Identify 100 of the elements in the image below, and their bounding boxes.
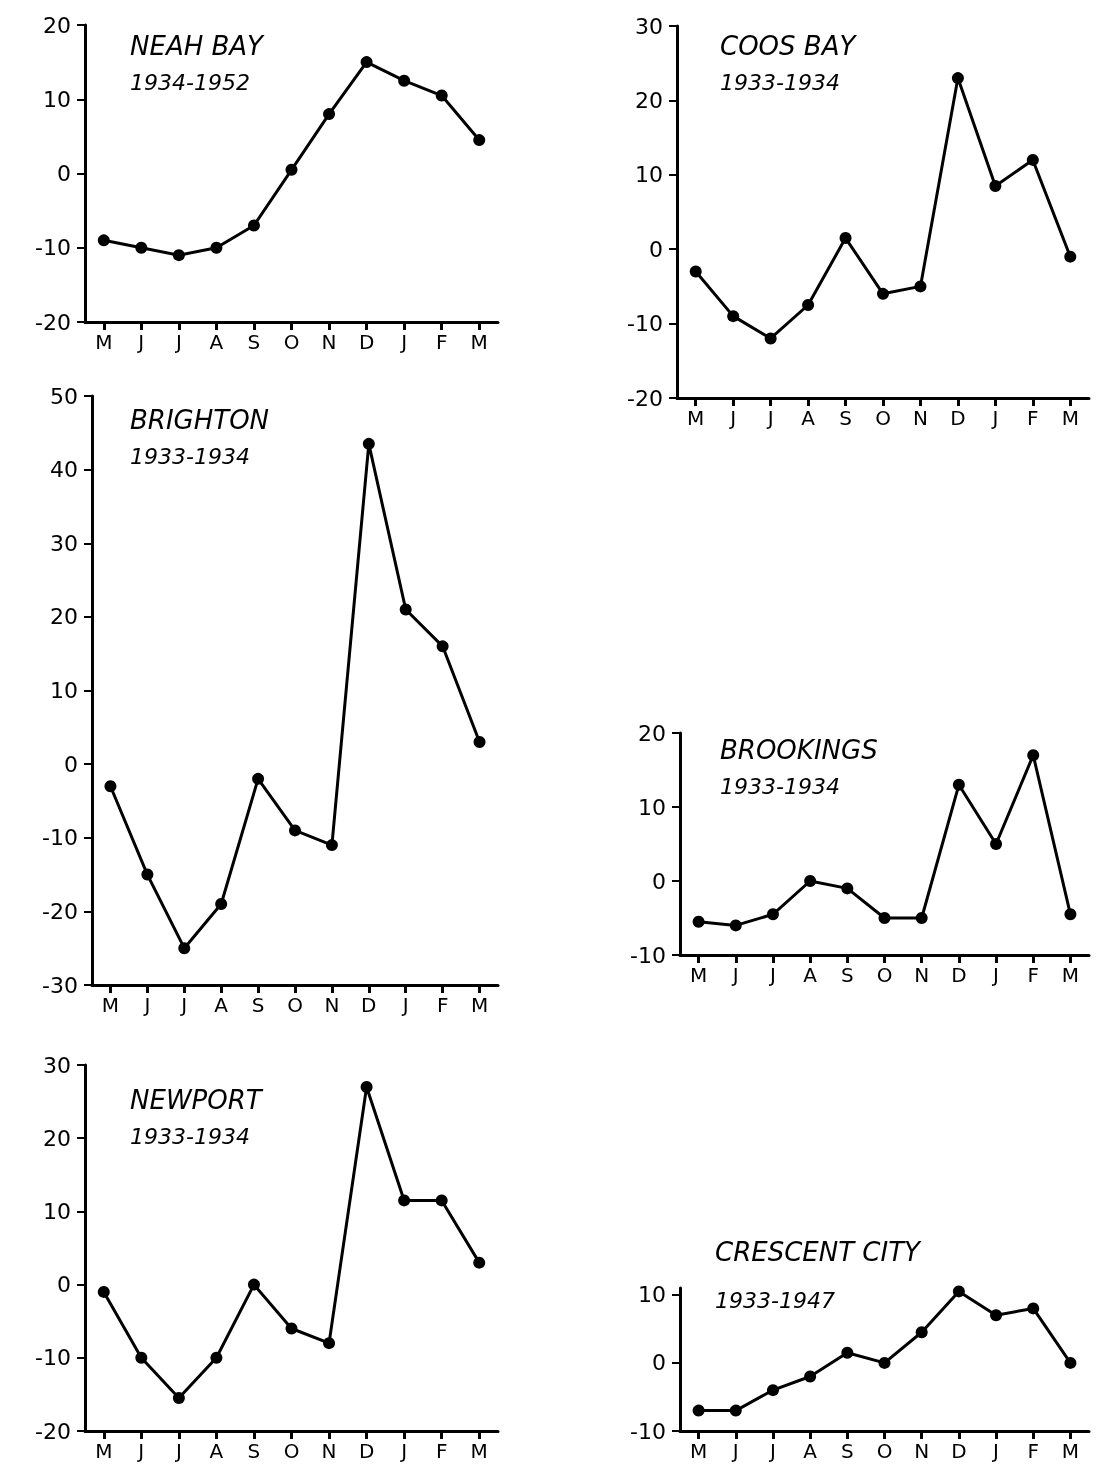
x-tick-label: J	[768, 963, 776, 987]
y-tick-label: 20	[43, 1125, 71, 1151]
chart-title: BRIGHTON	[130, 405, 270, 435]
x-tick-label: J	[991, 1439, 999, 1463]
x-tick-label: J	[730, 963, 739, 987]
x-tick-label: N	[914, 963, 930, 987]
y-tick-label: 10	[50, 678, 78, 703]
x-tick-label: F	[1027, 963, 1039, 987]
point	[877, 287, 889, 300]
x-tick-label: J	[765, 406, 774, 430]
point	[914, 280, 927, 293]
x-tick-label: O	[283, 1439, 300, 1463]
point	[323, 1337, 336, 1350]
y-tick-label: 10	[638, 1282, 666, 1308]
x-tick-label: M	[470, 330, 488, 354]
point	[1027, 749, 1040, 762]
x-tick-label: F	[436, 993, 449, 1017]
point	[135, 1351, 148, 1364]
point	[1064, 1356, 1077, 1369]
x-tick-label: J	[179, 993, 188, 1017]
point	[398, 1194, 411, 1207]
point	[289, 824, 301, 837]
point	[362, 437, 375, 450]
point	[399, 603, 412, 616]
point	[473, 736, 486, 749]
x-tick-label: J	[730, 1439, 739, 1463]
x-tick-label: F	[1027, 1439, 1039, 1463]
point	[1026, 153, 1039, 166]
point	[435, 1194, 448, 1207]
point	[878, 912, 891, 924]
point	[247, 1278, 260, 1291]
y-tick-label: 30	[50, 530, 78, 556]
point	[435, 89, 448, 102]
y-tick-label: 20	[43, 12, 71, 38]
point	[915, 1326, 928, 1339]
x-tick-label: J	[991, 963, 999, 987]
point	[989, 179, 1002, 192]
x-tick-label: M	[1061, 406, 1079, 430]
point	[473, 134, 486, 147]
x-tick-label: O	[875, 406, 891, 430]
x-tick-label: J	[136, 1439, 145, 1463]
point	[285, 1322, 298, 1335]
x-tick-label: J	[136, 330, 145, 354]
x-tick-label: D	[361, 993, 377, 1017]
y-tick-label: 20	[638, 720, 666, 746]
x-tick-label: J	[768, 1439, 776, 1463]
point	[141, 868, 154, 881]
y-tick-label: 0	[652, 868, 666, 894]
y-tick-label: 10	[638, 794, 666, 820]
point	[436, 640, 449, 653]
point	[729, 1404, 742, 1417]
y-tick-label: -20	[35, 1418, 71, 1444]
y-tick-label: 50	[50, 383, 78, 409]
x-tick-label: J	[173, 330, 182, 354]
point	[247, 219, 260, 232]
y-tick-label: 40	[50, 457, 78, 483]
text: 1933-1934	[720, 773, 840, 799]
x-tick-label: N	[321, 330, 337, 354]
x-tick-label: M	[470, 1439, 488, 1463]
point	[729, 919, 742, 932]
y-tick-label: 20	[635, 87, 663, 113]
x-tick-label: A	[209, 1439, 224, 1463]
point	[804, 875, 817, 887]
text: 1933-1934	[130, 1123, 250, 1149]
y-tick-label: 0	[57, 161, 71, 186]
x-tick-label: O	[287, 993, 303, 1017]
x-tick-label: N	[321, 1439, 337, 1463]
x-tick-label: S	[247, 1439, 261, 1463]
x-tick-label: D	[358, 1439, 375, 1463]
point	[839, 232, 852, 245]
x-tick-label: O	[876, 1439, 893, 1463]
point	[210, 241, 223, 254]
y-tick-label: 0	[57, 1272, 71, 1298]
point	[727, 310, 740, 323]
point	[97, 234, 110, 247]
point	[325, 839, 338, 852]
y-tick-label: -20	[42, 898, 78, 924]
y-tick-label: 30	[43, 1052, 71, 1078]
text: 1933-1934	[130, 443, 250, 469]
point	[990, 1309, 1003, 1322]
y-tick-label: 10	[43, 86, 71, 112]
y-tick-label: -10	[630, 942, 666, 968]
point	[360, 1080, 373, 1093]
x-tick-label: F	[435, 1439, 448, 1463]
y-tick-label: -20	[35, 309, 71, 335]
point	[210, 1351, 223, 1364]
x-tick-label: A	[209, 330, 224, 354]
point	[766, 908, 779, 921]
x-tick-label: N	[324, 993, 340, 1017]
x-tick-label: S	[251, 993, 265, 1017]
point	[952, 1285, 965, 1298]
chart-title: CRESCENT CITY	[715, 1237, 923, 1267]
point	[252, 772, 265, 785]
chart-subtitle: 1933-1947	[715, 1287, 835, 1313]
point	[990, 838, 1003, 850]
point	[172, 1392, 185, 1405]
y-tick-label: 10	[43, 1198, 71, 1224]
x-tick-label: A	[803, 1439, 818, 1463]
x-tick-label: F	[1027, 406, 1039, 430]
y-tick-label: -20	[627, 385, 663, 411]
